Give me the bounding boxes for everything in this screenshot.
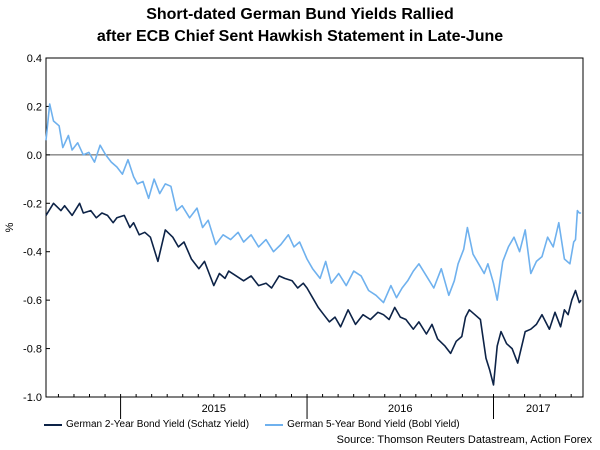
y-tick-label: -0.2 — [23, 198, 42, 210]
y-tick-label: -1.0 — [23, 392, 42, 404]
y-tick-label: 0.2 — [27, 101, 42, 113]
legend-label-schatz: German 2-Year Bond Yield (Schatz Yield) — [66, 419, 250, 430]
series-line-bobl — [45, 103, 582, 304]
plot-area-frame — [45, 57, 584, 398]
x-tick-label: 2016 — [388, 403, 412, 415]
source-note: Source: Thomson Reuters Datastream, Acti… — [336, 434, 592, 446]
x-tick-label: 2015 — [202, 403, 226, 415]
legend-label-bobl: German 5-Year Bond Yield (Bobl Yield) — [287, 419, 460, 430]
y-tick-label: -0.6 — [23, 295, 42, 307]
y-tick-label: -0.4 — [23, 247, 42, 259]
y-tick-label: 0.0 — [27, 150, 42, 162]
y-tick-label: 0.4 — [27, 53, 42, 65]
chart-title-line-2: after ECB Chief Sent Hawkish Statement i… — [96, 28, 504, 45]
y-tick-label: -0.8 — [23, 344, 42, 356]
legend: German 2-Year Bond Yield (Schatz Yield) … — [44, 419, 460, 430]
legend-swatch-schatz — [44, 423, 62, 426]
legend-item-schatz: German 2-Year Bond Yield (Schatz Yield) — [44, 419, 249, 430]
y-axis-label: % — [4, 222, 16, 232]
legend-item-bobl: German 5-Year Bond Yield (Bobl Yield) — [265, 419, 460, 430]
x-tick-label: 2017 — [526, 403, 550, 415]
chart-title: Short-dated German Bund Yields Rallied a… — [0, 4, 600, 48]
chart-title-line-1: Short-dated German Bund Yields Rallied — [146, 6, 454, 23]
legend-swatch-bobl — [265, 423, 284, 426]
series-line-schatz — [45, 202, 582, 386]
